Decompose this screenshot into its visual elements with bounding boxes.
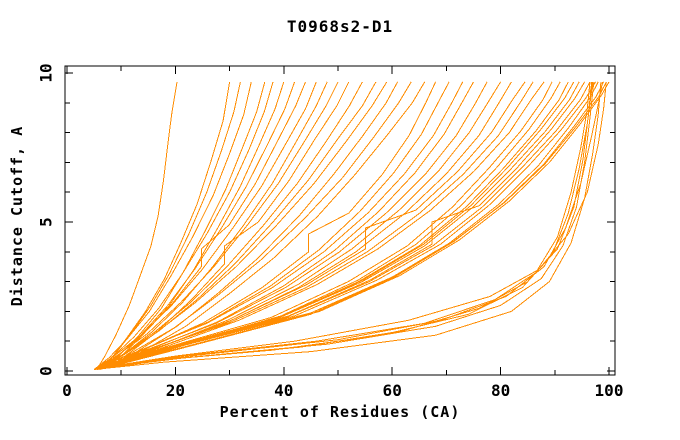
model-curve (104, 81, 610, 369)
chart-title: T0968s2-D1 (286, 17, 394, 36)
x-axis-label: Percent of Residues (CA) (219, 403, 461, 421)
model-curve (104, 81, 266, 369)
model-curve (93, 81, 580, 370)
model-curve (96, 81, 274, 370)
model-curve (96, 81, 593, 370)
model-curve (93, 81, 388, 370)
model-curve (102, 81, 526, 369)
plot-frame (64, 65, 616, 376)
model-curve (99, 81, 437, 370)
model-curve (104, 81, 586, 369)
model-curve (93, 81, 534, 370)
model-curve (99, 81, 607, 369)
model-curve (96, 81, 339, 370)
model-curve (104, 81, 545, 369)
y-tick-label: 5 (36, 217, 56, 227)
model-curve (104, 81, 399, 369)
model-curve (101, 81, 306, 369)
model-curve (107, 81, 426, 369)
model-curve (93, 81, 317, 370)
model-curve (96, 81, 178, 370)
model-curve (101, 81, 377, 369)
x-tick-label: 100 (594, 381, 624, 400)
model-curve (101, 81, 450, 369)
x-tick-label: 20 (165, 381, 186, 400)
y-tick-label: 0 (36, 366, 56, 376)
model-curve (104, 81, 603, 367)
model-curve (93, 81, 607, 370)
model-curve (102, 81, 575, 369)
model-curve (107, 81, 561, 369)
model-curve (99, 81, 591, 369)
model-curve (96, 81, 591, 370)
model-curve (96, 81, 553, 370)
model-curve (96, 81, 488, 370)
y-tick-label: 10 (36, 63, 56, 83)
model-curve (99, 81, 363, 370)
x-tick-label: 0 (62, 381, 72, 400)
model-curve (107, 81, 596, 369)
model-curve (93, 81, 464, 370)
x-tick-label: 60 (382, 381, 402, 400)
model-curve (94, 81, 602, 370)
model-curve (104, 81, 328, 369)
model-curve (99, 81, 599, 370)
model-curve (96, 81, 412, 370)
x-tick-label: 80 (490, 381, 511, 400)
model-curve (93, 81, 252, 370)
x-tick-label: 40 (274, 381, 294, 400)
